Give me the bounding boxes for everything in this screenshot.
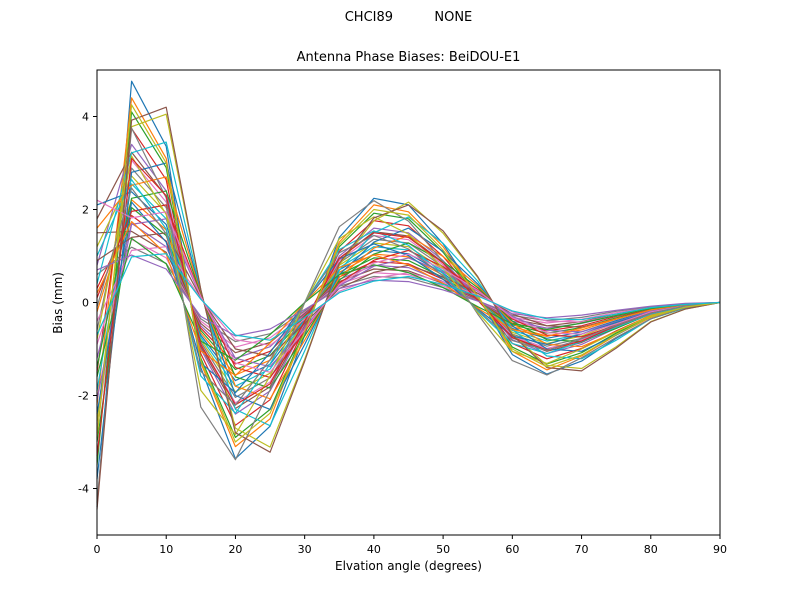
- plot-line-L34: [96, 157, 721, 456]
- plot-line-L13: [96, 207, 721, 443]
- plot-line-L35: [96, 254, 721, 337]
- y-tick-label: -2: [78, 390, 89, 403]
- plot-line-L37: [96, 199, 721, 373]
- plot-line-L07: [96, 159, 721, 433]
- x-tick-label: 30: [298, 543, 312, 556]
- x-tick-label: 10: [159, 543, 173, 556]
- plot-line-L32: [96, 221, 721, 377]
- x-tick-label: 50: [436, 543, 450, 556]
- plot-line-L03: [96, 111, 721, 466]
- plot-line-L06: [96, 151, 721, 410]
- y-tick-label: 2: [82, 204, 89, 217]
- plot-line-L38: [96, 187, 721, 406]
- plot-line-L18: [96, 246, 721, 343]
- y-axis-label: Bias (mm): [51, 271, 65, 334]
- plot-line-L14: [96, 214, 721, 365]
- plot-line-L04: [96, 128, 721, 426]
- plot-line-L33: [96, 237, 721, 378]
- x-tick-label: 60: [505, 543, 519, 556]
- x-tick-label: 40: [367, 543, 381, 556]
- x-tick-label: 90: [713, 543, 727, 556]
- y-tick-label: -4: [78, 483, 89, 496]
- chart-title: Antenna Phase Biases: BeiDOU-E1: [296, 50, 521, 65]
- plot-line-L30: [96, 179, 721, 414]
- x-tick-label: 80: [644, 543, 658, 556]
- x-tick-label: 0: [94, 543, 101, 556]
- x-axis-label: Elvation angle (degrees): [335, 559, 482, 573]
- plot-line-L22: [96, 176, 721, 400]
- figure-suptitle: CHCI89 NONE: [344, 10, 473, 25]
- y-tick-label: 0: [82, 297, 89, 310]
- plot-line-L36: [96, 106, 721, 510]
- plot-line-L28: [96, 127, 721, 503]
- x-tick-label: 20: [228, 543, 242, 556]
- x-tick-label: 70: [575, 543, 589, 556]
- plot-line-L29: [96, 155, 721, 436]
- plot-line-L17: [96, 238, 721, 348]
- y-tick-label: 4: [82, 111, 89, 124]
- plot-line-L39: [96, 104, 721, 443]
- y-axis-label-wrap: Bias (mm): [48, 70, 68, 535]
- plot-line-L24: [96, 204, 721, 378]
- plot-line-L01: [96, 80, 721, 508]
- plot-line-L40: [96, 253, 721, 341]
- plot-line-L19: [96, 113, 721, 448]
- plot-line-L31: [96, 201, 721, 415]
